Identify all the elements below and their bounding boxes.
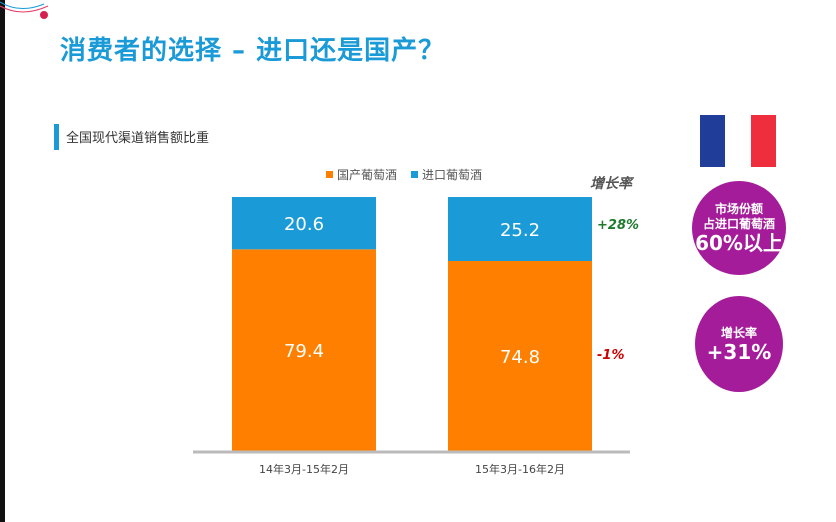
chart-legend: 国产葡萄酒 进口葡萄酒 [326,166,482,183]
legend-label-domestic: 国产葡萄酒 [337,168,398,182]
data-label-domestic-0: 79.4 [284,341,324,362]
section-label: 全国现代渠道销售额比重 [66,131,210,146]
bar-domestic-1 [448,261,592,451]
legend-item-imported: 进口葡萄酒 [411,166,482,183]
growth-imported: +28% [597,218,640,233]
x-tick-label-0: 14年3月-15年2月 [259,462,349,476]
flag-stripe-red [750,115,776,167]
france-flag-icon [700,115,776,167]
bubble2-line1: 增长率 [720,325,757,340]
legend-swatch-imported [411,171,419,178]
market-share-bubble: 市场份额 占进口葡萄酒 60%以上 [692,181,786,275]
bubble1-line2: 占进口葡萄酒 [702,217,775,231]
bubble1-line3: 60%以上 [695,231,783,255]
flag-stripe-blue [700,115,726,167]
flag-stripe-white [725,115,751,167]
legend-item-domestic: 国产葡萄酒 [326,166,397,183]
x-tick-label-1: 15年3月-16年2月 [475,462,565,476]
legend-swatch-domestic [326,171,333,178]
growth-domestic: -1% [597,348,625,363]
bubble1-line1: 市场份额 [714,202,763,216]
page-title: 消费者的选择 – 进口还是国产？ [60,36,446,66]
decorative-arcs [0,1,49,19]
bar-imported-0 [232,197,376,250]
bar-domestic-0 [232,249,376,451]
left-edge-bar [0,0,5,522]
data-label-domestic-1: 74.8 [500,347,540,368]
bar-imported-1 [448,197,592,262]
data-label-imported-0: 20.6 [284,214,324,235]
section-marker [54,124,59,150]
growth-header: 增长率 [590,176,632,192]
data-label-imported-1: 25.2 [500,220,540,241]
growth-bubble: 增长率 +31% [695,296,783,392]
legend-label-imported: 进口葡萄酒 [422,168,483,182]
bubble2-line2: +31% [706,339,772,364]
